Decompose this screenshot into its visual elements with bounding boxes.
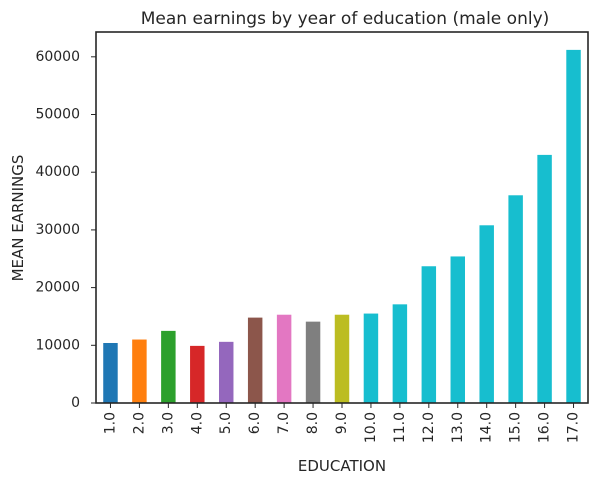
x-tick-label: 17.0: [566, 412, 582, 443]
x-tick-label: 9.0: [334, 412, 350, 434]
y-tick-label: 40000: [35, 164, 80, 180]
x-tick-label: 15.0: [508, 412, 524, 443]
x-tick-label: 13.0: [450, 412, 466, 443]
x-tick-label: 12.0: [421, 412, 437, 443]
bar-16.0: [537, 154, 552, 403]
bar-5.0: [219, 341, 234, 403]
bar-14.0: [479, 225, 494, 403]
x-tick-label: 16.0: [537, 412, 553, 443]
x-tick-label: 1.0: [102, 412, 118, 434]
x-tick-label: 7.0: [276, 412, 292, 434]
bar-13.0: [450, 256, 465, 403]
x-axis-label: EDUCATION: [298, 457, 386, 475]
bar-4.0: [190, 345, 205, 403]
bar-12.0: [421, 266, 437, 403]
y-tick-label: 10000: [35, 337, 80, 353]
bar-15.0: [508, 195, 523, 403]
bar-2.0: [132, 339, 147, 403]
plot-frame: [95, 31, 589, 404]
y-tick-label: 30000: [35, 222, 80, 238]
x-tick-label: 3.0: [160, 412, 176, 434]
x-tick-label: 6.0: [247, 412, 263, 434]
bar-7.0: [276, 314, 292, 403]
y-axis-label: MEAN EARNINGS: [9, 155, 27, 282]
y-tick-label: 20000: [35, 280, 80, 296]
x-tick-label: 11.0: [392, 412, 408, 443]
bars-group: [103, 49, 581, 403]
x-tick-label: 2.0: [131, 412, 147, 434]
bar-10.0: [363, 313, 379, 403]
y-tick-label: 50000: [35, 107, 80, 123]
bar-8.0: [305, 321, 321, 403]
y-axis: 0 10000 20000 30000 40000 50000 60000: [35, 49, 96, 411]
x-tick-label: 8.0: [305, 412, 321, 434]
bar-9.0: [334, 314, 350, 403]
x-axis: 1.0 2.0 3.0 4.0 5.0 6.0 7.0 8.0 9.0 10.0 11.0 12.0 1…: [102, 403, 582, 443]
x-tick-label: 4.0: [189, 412, 205, 434]
x-tick-label: 10.0: [363, 412, 379, 443]
y-tick-label: 60000: [35, 49, 80, 65]
bar-17.0: [566, 49, 581, 403]
y-tick-label: 0: [71, 395, 80, 411]
x-tick-label: 5.0: [218, 412, 234, 434]
bar-6.0: [247, 317, 263, 403]
bar-3.0: [161, 330, 176, 403]
chart-title: Mean earnings by year of education (male…: [141, 9, 550, 29]
x-tick-label: 14.0: [479, 412, 495, 443]
bar-11.0: [392, 304, 408, 403]
bar-1.0: [103, 342, 118, 403]
